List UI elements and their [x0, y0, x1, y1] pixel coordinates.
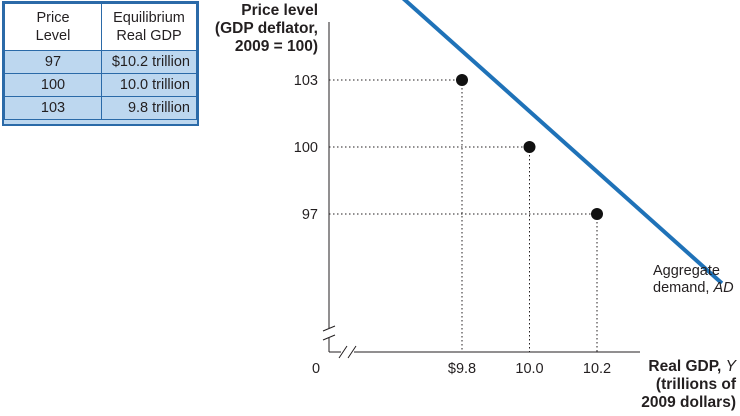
x-tick-label: $9.8: [448, 361, 476, 377]
aggregate-demand-curve: [401, 0, 724, 285]
table-cell-gdp: 9.8 trillion: [101, 96, 197, 120]
aggregate-demand-label: Aggregate demand, AD: [653, 263, 734, 297]
schedule-table-panel: Price Level Equilibrium Real GDP 97 $10.…: [2, 1, 199, 126]
y-axis-title-line-3: 2009 = 100): [234, 38, 318, 55]
table-cell-price: 103: [4, 96, 102, 120]
equilibrium-point: [591, 208, 603, 220]
curve-label-text: demand,: [653, 280, 714, 296]
header-real-gdp: Equilibrium Real GDP: [101, 3, 197, 51]
x-tick-label: 10.0: [515, 361, 543, 377]
x-axis-title-line-2: (trillions of: [655, 376, 736, 393]
x-axis-title-bold: Real GDP,: [648, 358, 726, 375]
x-axis-title-line-1: Real GDP, Y: [641, 358, 736, 376]
equilibrium-point: [456, 74, 468, 86]
header-price-line-2: Level: [35, 28, 71, 44]
header-gdp-line-2: Real GDP: [116, 28, 182, 44]
x-axis-title-italic: Y: [725, 358, 736, 375]
curve-label-line-1: Aggregate: [653, 263, 720, 279]
table-row: 97 $10.2 trillion: [4, 50, 197, 74]
y-tick-label: 100: [294, 140, 318, 156]
table-row: 100 10.0 trillion: [4, 73, 197, 97]
x-tick-label: 10.2: [583, 361, 611, 377]
table-header-row: Price Level Equilibrium Real GDP: [4, 3, 197, 51]
y-tick-label: 103: [294, 73, 318, 89]
x-axis-title: Real GDP, Y (trillions of 2009 dollars): [641, 358, 736, 412]
header-price-level: Price Level: [4, 3, 102, 51]
y-axis-break-mark: [322, 325, 336, 341]
equilibrium-point: [523, 141, 536, 153]
y-axis-title-line-2: (GDP deflator,: [214, 20, 318, 37]
table-row: 103 9.8 trillion: [4, 96, 197, 120]
y-tick-label: 97: [302, 207, 318, 223]
header-gdp-line-1: Equilibrium: [113, 10, 185, 26]
y-axis-title-line-1: Price level: [241, 2, 318, 19]
schedule-table: Price Level Equilibrium Real GDP 97 $10.…: [4, 3, 197, 120]
table-cell-gdp: 10.0 trillion: [101, 73, 197, 97]
curve-label-line-2: demand, AD: [653, 280, 734, 297]
curve-label-italic: AD: [713, 280, 734, 296]
table-cell-price: 100: [4, 73, 102, 97]
y-axis-title: Price level (GDP deflator, 2009 = 100): [215, 2, 318, 56]
x-axis-break-mark: [338, 345, 357, 359]
header-price-line-1: Price: [36, 10, 70, 26]
origin-label: 0: [312, 361, 320, 377]
x-axis-title-line-3: 2009 dollars): [641, 394, 736, 411]
